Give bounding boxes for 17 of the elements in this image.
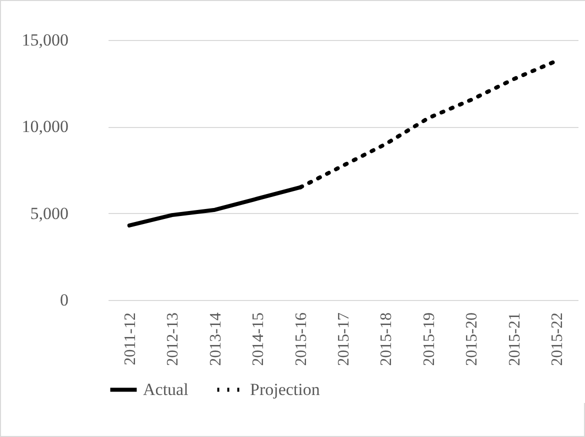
y-tick-label: 10,000 — [22, 117, 68, 136]
x-tick-label: 2012-13 — [164, 312, 182, 366]
y-tick-label: 15,000 — [22, 30, 68, 50]
x-tick-label: 2015-22 — [549, 312, 566, 366]
x-tick-label: 2015-19 — [420, 312, 438, 366]
x-tick-label: 2015-17 — [336, 312, 352, 366]
x-tick-label: 2011-12 — [122, 312, 139, 366]
x-tick-label: 2013-14 — [207, 312, 224, 366]
x-tick-label: 2015-21 — [506, 312, 524, 366]
x-tick-label: 2015-18 — [378, 312, 396, 366]
y-tick-label: 5,000 — [30, 204, 68, 223]
y-tick-label: 0 — [60, 290, 68, 310]
x-tick-label: 2015-16 — [292, 312, 310, 366]
x-tick-label: 2015-20 — [464, 312, 481, 366]
legend-label: Actual — [143, 380, 189, 399]
legend-label: Projection — [250, 380, 320, 399]
x-tick-label: 2014-15 — [250, 312, 268, 366]
